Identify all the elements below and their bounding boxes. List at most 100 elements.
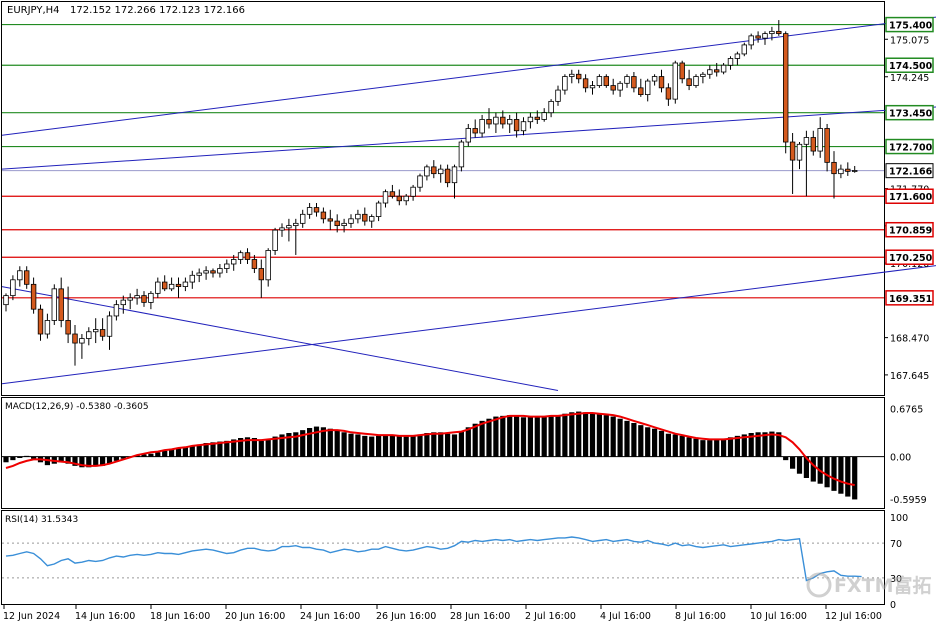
macd-bar: [831, 456, 837, 491]
candle: [279, 223, 285, 237]
candle-body-bull: [182, 281, 189, 287]
time-tick-label: 2 Jul 16:00: [525, 611, 576, 622]
candle-body-bear: [776, 30, 782, 35]
candle-body-bull: [424, 166, 430, 177]
candle-body-bear: [824, 128, 830, 163]
candle-body-bear: [258, 268, 264, 281]
candle-body-bear: [65, 320, 71, 335]
rsi-tick-label: 100: [890, 513, 908, 524]
macd-bar: [845, 456, 851, 497]
candle: [803, 130, 810, 197]
candle-body-bear: [631, 76, 637, 89]
candle: [665, 83, 672, 106]
level-price-tag: [885, 57, 934, 73]
candle-body-bull: [624, 76, 630, 84]
candle: [831, 151, 837, 199]
candle: [348, 214, 354, 228]
candle: [506, 114, 513, 133]
macd-bar: [762, 432, 768, 457]
candle-body-bear: [444, 168, 451, 184]
candle: [810, 130, 816, 156]
macd-bar: [279, 434, 285, 457]
macd-bar: [769, 431, 775, 457]
candle-body-bear: [362, 213, 368, 222]
candle: [106, 311, 113, 350]
macd-bar: [645, 427, 651, 457]
macd-bar: [244, 437, 251, 457]
candle: [224, 259, 230, 274]
candle-body-bull: [155, 281, 161, 294]
macd-bar: [534, 416, 540, 457]
candle: [258, 259, 264, 298]
macd-bar: [286, 433, 292, 457]
macd-bar: [486, 418, 492, 457]
macd-bar: [603, 415, 609, 457]
candle-body-bull: [803, 137, 810, 145]
candle: [237, 250, 244, 264]
macd-tick-label: 0.00: [890, 453, 911, 464]
macd-bar: [631, 423, 637, 457]
candle-body-bull: [417, 175, 423, 188]
candle-body-bear: [714, 69, 720, 73]
candle: [161, 275, 168, 292]
candle-body-bull: [203, 270, 209, 274]
candle: [424, 164, 430, 181]
macd-bar: [424, 433, 430, 457]
macd-tick-label: 0.6765: [890, 404, 923, 415]
macd-bar: [320, 427, 326, 457]
candle: [672, 60, 678, 104]
candle: [783, 31, 789, 154]
candle-body-bull: [168, 283, 175, 290]
macd-bar: [672, 434, 678, 457]
candle: [389, 184, 396, 199]
macd-bar: [810, 456, 816, 482]
macd-bar: [555, 415, 561, 457]
macd-bar: [541, 416, 547, 457]
candle-body-bull: [672, 62, 678, 100]
candle: [582, 74, 589, 93]
candle: [762, 31, 768, 45]
candle-body-bear: [513, 119, 520, 132]
candle-body-bear: [603, 76, 609, 86]
candle: [727, 56, 734, 70]
candle-body-bull: [196, 272, 202, 276]
candle: [431, 160, 437, 179]
macd-bar: [617, 418, 623, 457]
macd-bar: [196, 444, 202, 457]
candle: [189, 270, 195, 289]
macd-bar: [251, 438, 257, 457]
macd-bar: [520, 417, 527, 457]
macd-bar: [155, 452, 161, 457]
macd-bar: [589, 413, 596, 457]
candle: [651, 74, 658, 86]
macd-bar: [120, 456, 126, 459]
level-price-tag: [885, 104, 934, 121]
candle-body-bull: [562, 76, 568, 91]
time-tick-label: 28 Jun 16:00: [450, 611, 510, 622]
candle-body-bull: [113, 304, 120, 317]
current-price-label: 172.166: [889, 167, 933, 178]
candle-body-bull: [720, 64, 727, 73]
candle: [417, 173, 423, 192]
candle: [134, 288, 140, 305]
candle-body-bull: [569, 73, 575, 77]
candle-body-bear: [783, 33, 789, 143]
rsi-line: [5, 536, 862, 582]
macd-bar: [569, 412, 575, 457]
candle: [375, 200, 382, 222]
level-price-label: 172.700: [889, 143, 933, 154]
candle: [589, 81, 596, 95]
candle: [65, 286, 71, 344]
macd-bar: [141, 454, 147, 457]
candle: [479, 114, 485, 138]
macd-bar: [238, 438, 244, 457]
candle: [824, 123, 830, 172]
macd-bar: [3, 456, 9, 463]
candle-body-bear: [665, 87, 672, 100]
macd-bar: [755, 432, 761, 457]
macd-bar: [721, 438, 727, 457]
time-tick-label: 18 Jun 16:00: [150, 611, 210, 622]
candle-body-bull: [272, 229, 278, 251]
macd-bar: [189, 445, 195, 457]
candle-body-bull: [796, 143, 803, 161]
